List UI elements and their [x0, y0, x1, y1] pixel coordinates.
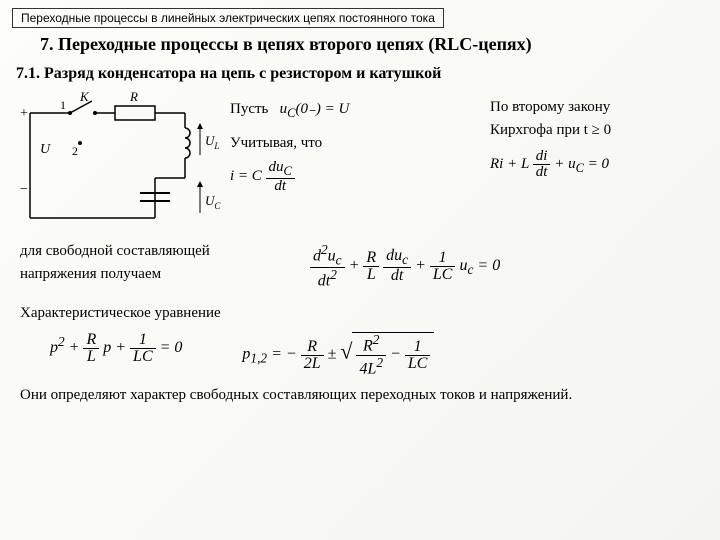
label-K: K: [79, 89, 90, 104]
subsection-title: 7.1. Разряд конденсатора на цепь с резис…: [16, 65, 720, 83]
label-plus: +: [20, 106, 28, 121]
eq-roots: p1,2 = − R2L ± √ R24L2 − 1LC: [242, 332, 434, 377]
free-2: напряжения получаем: [20, 266, 280, 283]
circuit-svg: K 1 2 R: [20, 93, 220, 243]
free-1: для свободной составляющей: [20, 243, 280, 260]
label-U: U: [40, 142, 51, 157]
svg-text:UC: UC: [205, 193, 221, 211]
svg-text:UL: UL: [205, 133, 219, 151]
label-minus: −: [20, 182, 28, 197]
label-R: R: [129, 89, 138, 104]
let-label: Пусть: [230, 101, 268, 117]
eq-ode: d2ucdt2 + RL ducdt + 1LC uc = 0: [310, 243, 500, 289]
page-header: Переходные процессы в линейных электриче…: [12, 8, 444, 28]
label-2: 2: [72, 144, 78, 158]
considering-label: Учитывая, что: [230, 135, 480, 152]
conclusion: Они определяют характер свободных состав…: [20, 387, 700, 404]
eq-i-c: i = C duCdt: [230, 160, 480, 194]
eq-initial: uC(0₋) = U: [280, 101, 350, 117]
circuit-diagram: K 1 2 R: [20, 93, 220, 233]
kirchhoff-1: По второму закону: [490, 99, 700, 116]
kirchhoff-2: Кирхгофа при t ≥ 0: [490, 122, 700, 139]
content-area: K 1 2 R: [0, 93, 720, 404]
label-1: 1: [60, 98, 66, 112]
char-eq-label: Характеристическое уравнение: [20, 305, 700, 322]
eq-kirchhoff: Ri + L didt + uC = 0: [490, 149, 700, 180]
section-title: 7. Переходные процессы в цепях второго ц…: [40, 34, 720, 55]
eq-char: p2 + RL p + 1LC = 0: [50, 332, 182, 377]
